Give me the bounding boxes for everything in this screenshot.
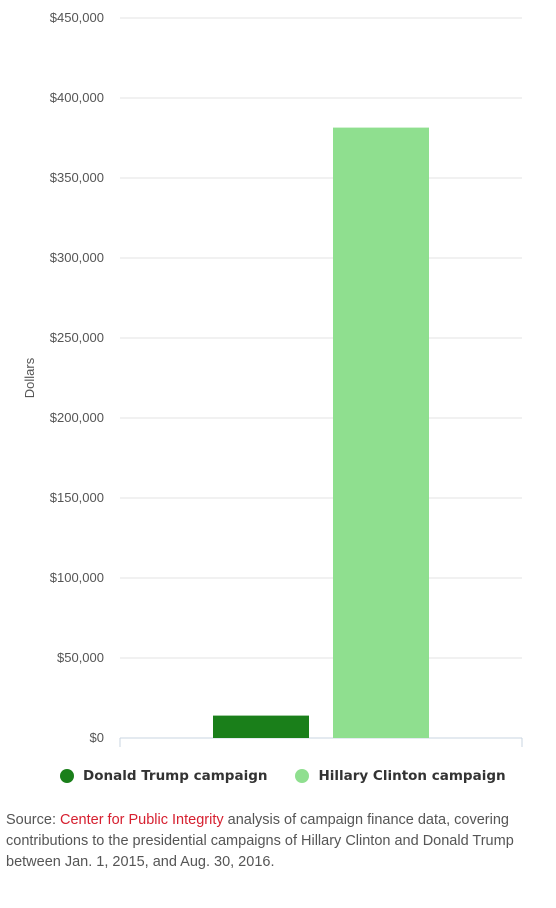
source-suffix: analysis of campaign finance data, cover… <box>6 812 514 870</box>
source-note: Source: Center for Public Integrity anal… <box>6 810 546 873</box>
y-tick-label: $50,000 <box>57 650 104 665</box>
legend: Donald Trump campaign Hillary Clinton ca… <box>60 768 534 784</box>
y-tick-label: $250,000 <box>50 330 104 345</box>
legend-label-trump: Donald Trump campaign <box>83 768 268 784</box>
y-tick-label: $350,000 <box>50 170 104 185</box>
legend-item-trump[interactable]: Donald Trump campaign <box>60 768 267 784</box>
y-axis-title: Dollars <box>22 357 37 398</box>
legend-label-clinton: Hillary Clinton campaign <box>318 768 506 784</box>
bar-chart: $0 $50,000 $100,000 $150,000 $200,000 $250,00… <box>22 10 523 747</box>
bar-clinton <box>333 127 429 739</box>
legend-dot-clinton <box>295 769 310 783</box>
legend-dot-trump <box>60 769 74 783</box>
y-tick-label: $300,000 <box>50 250 104 265</box>
source-link[interactable]: Center for Public Integrity <box>60 812 224 828</box>
legend-item-clinton[interactable]: Hillary Clinton campaign <box>295 768 506 784</box>
source-prefix: Source: <box>6 812 60 828</box>
y-tick-label: $0 <box>90 730 104 745</box>
bar-trump <box>213 715 309 738</box>
y-tick-label: $150,000 <box>50 490 104 505</box>
y-tick-label: $200,000 <box>50 410 104 425</box>
y-tick-label: $450,000 <box>50 10 104 25</box>
y-tick-label: $100,000 <box>50 570 104 585</box>
y-tick-label: $400,000 <box>50 90 104 105</box>
